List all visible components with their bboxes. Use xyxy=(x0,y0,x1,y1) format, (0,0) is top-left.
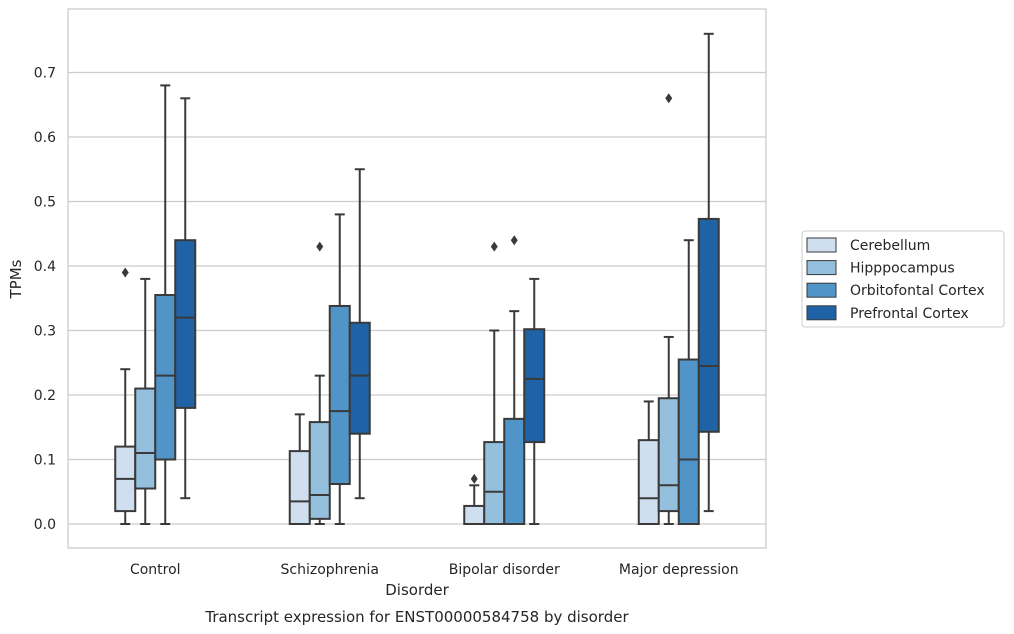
box-3-2 xyxy=(677,239,700,525)
box-body xyxy=(174,239,197,409)
box-body xyxy=(134,387,157,490)
box-0-1 xyxy=(134,277,157,525)
outlier-point xyxy=(490,241,498,252)
chart-caption: Transcript expression for ENST0000058475… xyxy=(204,608,629,626)
legend-frame xyxy=(801,230,1005,328)
x-tick-label: Major depression xyxy=(619,562,739,578)
box-2-1 xyxy=(483,241,506,525)
y-tick-label: 0.5 xyxy=(34,195,56,211)
box-series xyxy=(114,32,720,526)
box-body xyxy=(348,321,371,435)
y-tick-labels: 0.0 0.1 0.2 0.3 0.4 0.5 0.6 0.7 xyxy=(34,66,56,534)
box-2-2 xyxy=(503,235,526,525)
legend-swatch xyxy=(806,282,837,298)
box-3-0 xyxy=(637,400,660,525)
legend-swatch xyxy=(806,260,837,276)
box-body xyxy=(463,504,486,526)
y-tick-label: 0.4 xyxy=(34,259,56,275)
box-3-1 xyxy=(657,93,680,525)
legend: Cerebellum Hipppocampus Orbitofontal Corte… xyxy=(801,230,1005,328)
legend-label: Cerebellum xyxy=(850,238,930,254)
box-body xyxy=(523,328,546,444)
box-1-3 xyxy=(348,168,371,500)
box-body xyxy=(328,304,351,486)
x-axis-title: Disorder xyxy=(385,581,449,599)
box-0-3 xyxy=(174,97,197,500)
box-body xyxy=(288,450,311,525)
y-tick-label: 0.7 xyxy=(34,66,56,82)
outlier-point xyxy=(316,241,324,252)
box-body xyxy=(677,358,700,525)
y-tick-label: 0.6 xyxy=(34,130,56,146)
y-tick-label: 0.2 xyxy=(34,388,56,404)
legend-swatch xyxy=(806,237,837,253)
box-3-3 xyxy=(697,32,720,513)
legend-label: Prefrontal Cortex xyxy=(850,306,969,322)
box-2-3 xyxy=(523,277,546,525)
y-tick-label: 0.0 xyxy=(34,517,56,533)
plot-frame xyxy=(67,8,767,549)
box-body xyxy=(637,439,660,525)
outlier-point xyxy=(510,235,518,246)
y-tick-label: 0.1 xyxy=(34,453,56,469)
y-tick-label: 0.3 xyxy=(34,324,56,340)
box-1-2 xyxy=(328,213,351,525)
box-body xyxy=(154,294,177,461)
outlier-point xyxy=(470,473,478,484)
box-body xyxy=(308,421,331,520)
legend-label: Orbitofontal Cortex xyxy=(850,283,985,299)
box-body xyxy=(483,441,506,525)
x-tick-label: Schizophrenia xyxy=(281,562,379,578)
box-body xyxy=(503,417,526,525)
box-1-0 xyxy=(288,413,311,525)
x-tick-labels: Control Schizophrenia Bipolar disorder Majo… xyxy=(130,562,739,578)
box-body xyxy=(697,217,720,433)
box-body xyxy=(657,397,680,513)
x-tick-label: Control xyxy=(130,562,181,578)
outlier-point xyxy=(121,267,129,278)
legend-label: Hipppocampus xyxy=(850,261,955,277)
outlier-point xyxy=(665,93,673,104)
box-2-0 xyxy=(463,473,486,526)
x-tick-label: Bipolar disorder xyxy=(449,562,560,578)
box-1-1 xyxy=(308,241,331,525)
y-axis-title: TPMs xyxy=(7,259,25,299)
box-0-0 xyxy=(114,267,137,525)
legend-swatch xyxy=(806,305,837,321)
